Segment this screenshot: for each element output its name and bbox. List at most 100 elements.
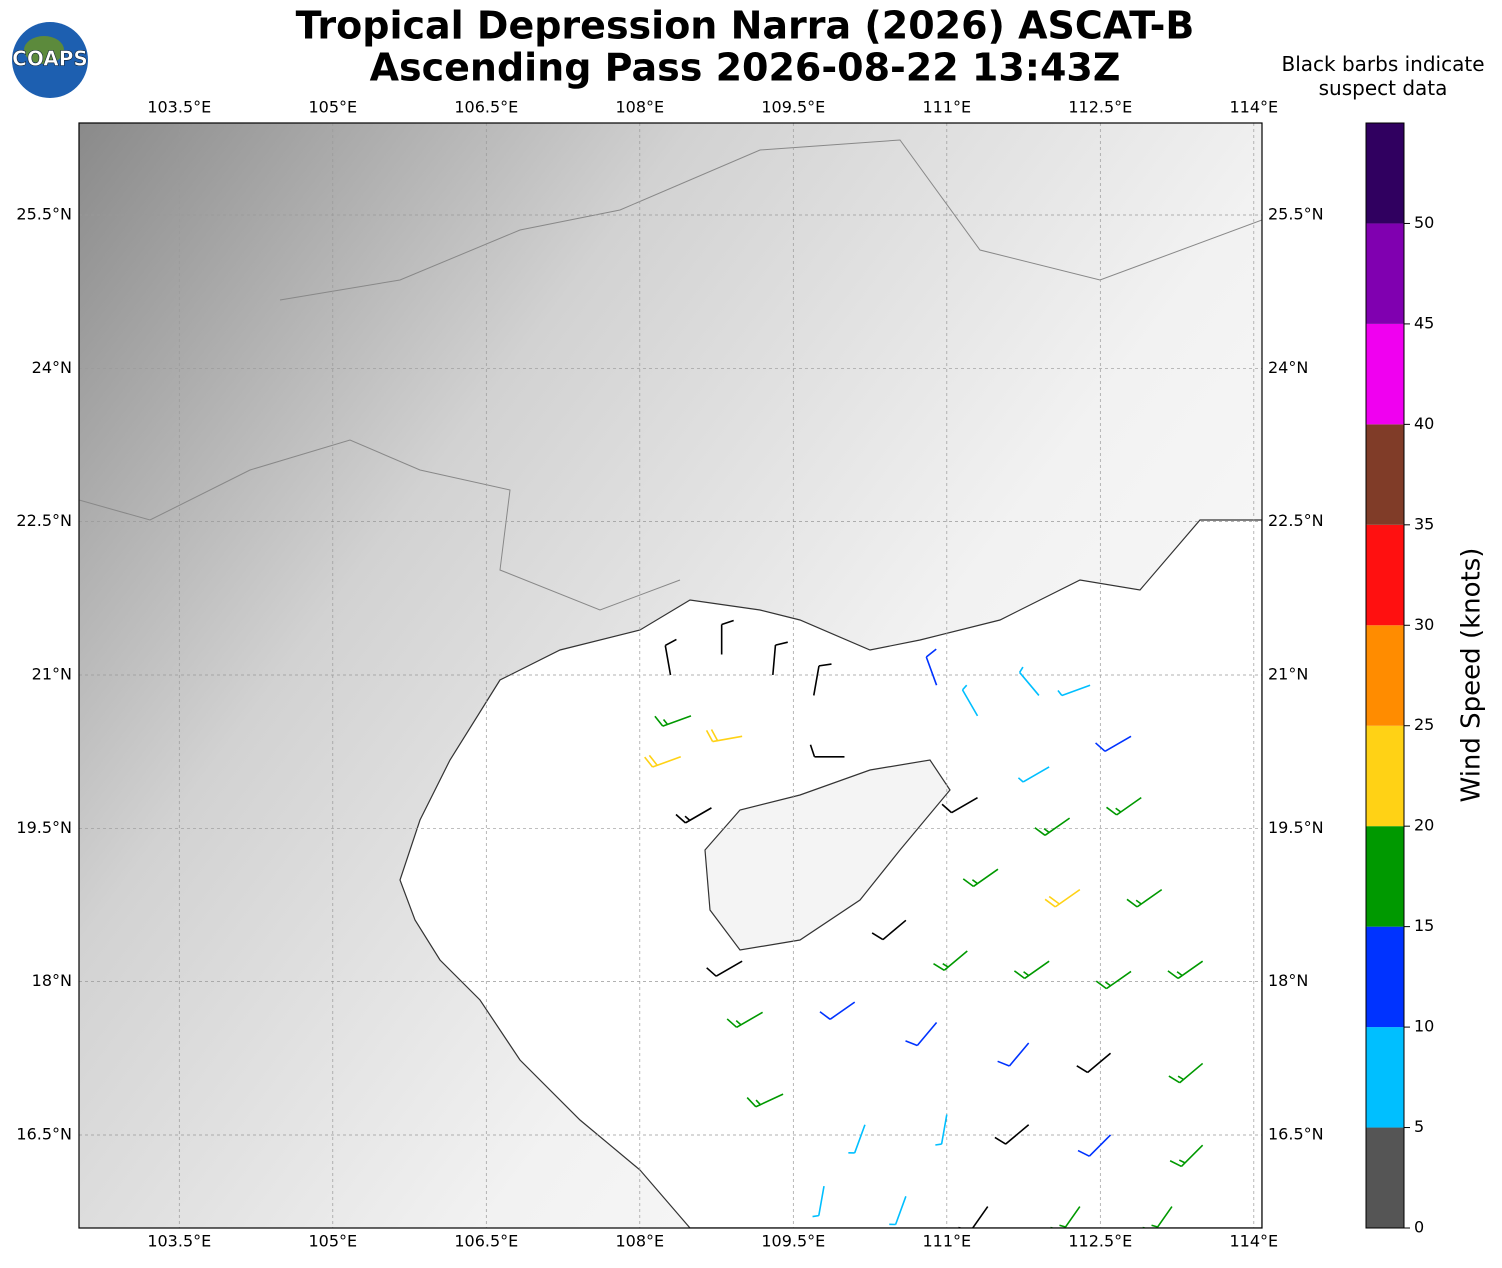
map-frame xyxy=(78,122,1263,1229)
wind-barb xyxy=(994,1124,1030,1145)
wind-barb xyxy=(664,638,677,676)
ticks: 103.5°E 103.5°E 105°E 105°E 106.5°E 106.5°E 10… xyxy=(16,98,1323,1251)
map-area xyxy=(79,123,1262,1228)
wind-barb xyxy=(1076,1052,1112,1074)
colorbar-tick-label: 0 xyxy=(1414,1218,1424,1237)
colorbar-bin xyxy=(1366,926,1404,1028)
colorbar-bin xyxy=(1366,123,1404,224)
wind-barb xyxy=(933,950,968,971)
x-tick-label-top: 105°E xyxy=(308,98,357,117)
x-tick-label-bottom: 114°E xyxy=(1229,1232,1278,1251)
wind-barb xyxy=(1142,1206,1173,1228)
y-tick-label-left: 16.5°N xyxy=(16,1124,72,1143)
x-tick-label-top: 112.5°E xyxy=(1068,98,1132,117)
x-tick-label-top: 106.5°E xyxy=(454,98,518,117)
wind-barb xyxy=(705,729,743,743)
wind-barb xyxy=(675,807,712,824)
x-tick-label-top: 114°E xyxy=(1229,98,1278,117)
note: Black barbs indicate suspect data xyxy=(1281,52,1485,100)
note-box: Black barbs indicate suspect data xyxy=(1281,52,1485,100)
x-tick-label-bottom: 112.5°E xyxy=(1068,1232,1132,1251)
colorbar-tick-label: 30 xyxy=(1414,615,1434,634)
wind-barb xyxy=(1013,960,1050,980)
y-tick-label-right: 21°N xyxy=(1268,664,1308,683)
y-tick-label-left: 24°N xyxy=(32,358,72,377)
wind-barb xyxy=(905,1022,938,1047)
wind-barb xyxy=(1167,960,1204,980)
y-tick-label-right: 16.5°N xyxy=(1268,1124,1324,1143)
x-tick-label-bottom: 106.5°E xyxy=(454,1232,518,1251)
y-tick-label-right: 22.5°N xyxy=(1268,511,1324,530)
wind-barb xyxy=(961,684,979,717)
wind-barb xyxy=(654,715,692,727)
hainan xyxy=(704,759,951,951)
colorbar-bin xyxy=(1366,826,1404,927)
colorbar-bin xyxy=(1366,725,1404,827)
colorbar-bin xyxy=(1366,1127,1404,1228)
wind-barb xyxy=(1034,817,1071,836)
wind-barb xyxy=(925,648,938,686)
y-tick-label-left: 18°N xyxy=(32,971,72,990)
wind-barb xyxy=(1017,766,1050,783)
wind-barb xyxy=(848,1124,866,1154)
wind-barb xyxy=(941,796,978,814)
colorbar-label: Wind Speed (knots) xyxy=(1457,548,1487,803)
wind-barb xyxy=(1050,1206,1081,1228)
x-tick-label-bottom: 105°E xyxy=(308,1232,357,1251)
wind-barb xyxy=(1018,666,1040,696)
logo-text: COAPS xyxy=(12,47,88,71)
y-tick-label-left: 19.5°N xyxy=(16,818,72,837)
wind-barb xyxy=(720,619,734,655)
colorbar-bin xyxy=(1366,1027,1404,1128)
wind-barb xyxy=(644,754,682,768)
wind-barb xyxy=(962,868,999,888)
colorbar-frame xyxy=(1365,122,1405,1229)
x-tick-label-bottom: 109.5°E xyxy=(761,1232,825,1251)
colorbar-tick-label: 35 xyxy=(1414,514,1434,533)
wind-barb xyxy=(1077,1134,1112,1157)
subtitle: Ascending Pass 2026-08-22 13:43Z xyxy=(370,46,1121,90)
logo: COAPS xyxy=(12,22,88,98)
colorbar-bin xyxy=(1366,524,1404,626)
wind-barb xyxy=(1057,684,1091,697)
wind-barb xyxy=(772,641,788,676)
title: Tropical Depression Narra (2026) ASCAT-B xyxy=(296,4,1195,48)
wind-barb xyxy=(812,663,832,696)
wind-barb xyxy=(1044,888,1081,908)
x-tick-label-top: 103.5°E xyxy=(147,98,211,117)
y-tick-label-right: 25.5°N xyxy=(1268,204,1324,223)
wind-barb xyxy=(958,1206,989,1228)
y-tick-label-left: 21°N xyxy=(32,664,72,683)
colorbar-bin xyxy=(1366,424,1404,525)
x-tick-label-top: 109.5°E xyxy=(761,98,825,117)
wind-barb xyxy=(746,1093,784,1108)
wind-barb xyxy=(812,1185,825,1218)
x-tick-label-bottom: 103.5°E xyxy=(147,1232,211,1251)
y-tick-label-right: 18°N xyxy=(1268,971,1308,990)
colorbar-bin xyxy=(1366,625,1404,726)
grid xyxy=(79,123,1262,1228)
wind-barb xyxy=(997,1042,1030,1067)
wind-barb xyxy=(1095,970,1132,990)
wind-barb xyxy=(1168,1062,1204,1084)
x-tick-label-bottom: 108°E xyxy=(615,1232,664,1251)
colorbar-tick-label: 10 xyxy=(1414,1017,1434,1036)
wind-barb xyxy=(889,1196,907,1226)
wind-barb xyxy=(1126,888,1163,908)
wind-barb xyxy=(706,960,743,977)
barbs xyxy=(644,619,1204,1228)
colorbar-tick-label: 15 xyxy=(1414,916,1434,935)
x-tick-label-top: 111°E xyxy=(922,98,971,117)
wind-barb xyxy=(819,1001,856,1020)
colorbar-tick-label: 20 xyxy=(1414,816,1434,835)
wind-barb xyxy=(726,1011,764,1029)
y-tick-label-right: 19.5°N xyxy=(1268,818,1324,837)
colorbar-tick-label: 40 xyxy=(1414,414,1434,433)
borders xyxy=(79,139,1262,611)
x-tick-label-bottom: 111°E xyxy=(922,1232,971,1251)
wind-barb xyxy=(809,744,845,758)
colorbar-bin xyxy=(1366,223,1404,324)
wind-barb xyxy=(1169,1144,1204,1168)
colorbar-tick-label: 50 xyxy=(1414,213,1434,232)
